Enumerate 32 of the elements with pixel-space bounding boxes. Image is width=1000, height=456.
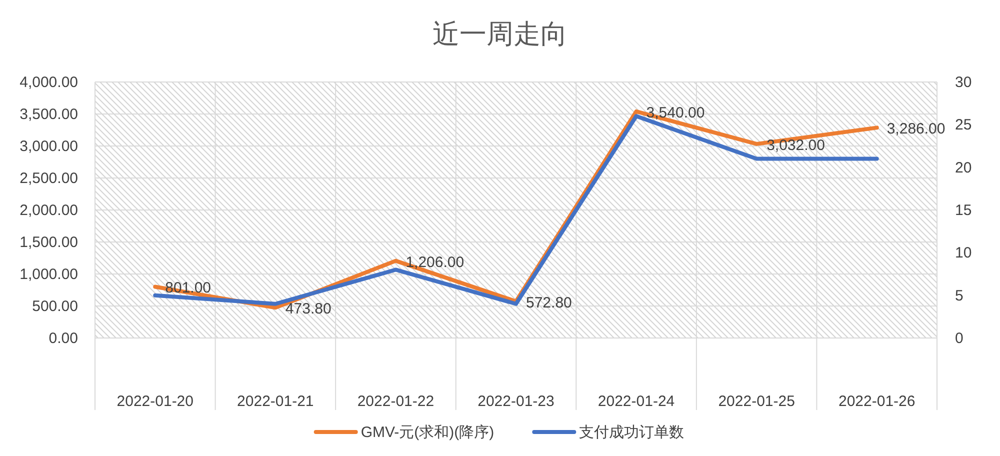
x-tick-label: 2022-01-26 (838, 393, 916, 410)
y2-tick-label: 0 (955, 330, 964, 347)
y-tick-label: 2,000.00 (20, 202, 78, 219)
legend-label: 支付成功订单数 (579, 424, 684, 441)
y-tick-label: 3,500.00 (20, 106, 78, 123)
y2-tick-label: 25 (955, 116, 972, 134)
y2-tick-label: 30 (955, 74, 972, 91)
y-tick-label: 1,000.00 (20, 266, 78, 283)
data-label: 3,540.00 (646, 104, 705, 122)
data-label: 3,286.00 (886, 120, 946, 138)
y-tick-label: 0.00 (48, 330, 78, 347)
x-tick-label: 2022-01-25 (718, 393, 795, 410)
y-tick-label: 4,000.00 (20, 74, 78, 91)
y-tick-label: 500.00 (32, 298, 78, 315)
y2-tick-label: 10 (955, 244, 972, 262)
x-tick-label: 2022-01-22 (357, 393, 434, 410)
y-tick-label: 2,500.00 (20, 170, 78, 187)
x-tick-label: 2022-01-23 (478, 393, 554, 410)
data-label: 572.80 (526, 294, 572, 312)
y2-tick-label: 20 (955, 159, 972, 176)
chart-title: 近一周走向 (432, 19, 568, 49)
data-label: 1,206.00 (406, 254, 464, 271)
x-tick-label: 2022-01-20 (116, 393, 194, 410)
legend-label: GMV-元(求和)(降序) (360, 424, 494, 441)
x-tick-label: 2022-01-21 (237, 393, 314, 410)
y2-tick-label: 15 (955, 202, 972, 219)
y-tick-label: 1,500.00 (20, 234, 78, 251)
y-tick-label: 3,000.00 (20, 138, 78, 155)
x-tick-label: 2022-01-24 (598, 393, 675, 410)
data-label: 473.80 (285, 300, 332, 318)
data-label: 3,032.00 (766, 136, 825, 154)
y2-tick-label: 5 (955, 287, 964, 304)
